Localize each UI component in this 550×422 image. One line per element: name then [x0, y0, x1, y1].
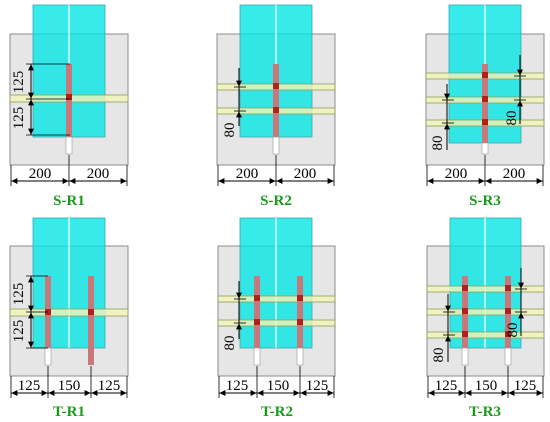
strain-gauge	[254, 319, 260, 325]
rebar	[254, 276, 260, 348]
rebar	[88, 276, 94, 365]
rebar-tail	[65, 136, 73, 155]
strain-gauge	[505, 285, 511, 291]
bottom-dim-label: 200	[87, 166, 110, 182]
rebar	[273, 64, 279, 137]
bottom-dim-label: 200	[445, 166, 468, 182]
specimen-caption: T-R1	[53, 404, 85, 420]
rebar-tail	[504, 347, 512, 366]
rebar-tail	[253, 347, 261, 366]
specimen-caption: S-R2	[260, 193, 292, 209]
strain-gauge	[462, 285, 468, 291]
strain-gauge	[88, 309, 94, 315]
strain-gauge	[297, 295, 303, 301]
bottom-dim-label: 125	[226, 378, 249, 394]
rebar	[66, 64, 72, 137]
anchor-strip	[426, 285, 545, 293]
specimen-caption: S-R3	[469, 193, 501, 209]
bottom-dim-label: 125	[514, 378, 537, 394]
side-dim-label: 80	[431, 348, 447, 363]
bottom-dim-label: 125	[435, 378, 458, 394]
side-dim-label: 125	[11, 71, 27, 94]
anchor-strip	[426, 331, 545, 339]
rebar-tail	[272, 136, 280, 155]
bottom-dim-label: 200	[503, 166, 526, 182]
side-dim-label: 80	[504, 111, 520, 126]
specimen-caption: T-R2	[261, 404, 293, 420]
side-dim-label: 80	[222, 123, 238, 138]
side-dim-label: 80	[430, 136, 446, 151]
strain-gauge	[297, 319, 303, 325]
strain-gauge	[505, 308, 511, 314]
bottom-dim-label: 125	[98, 378, 121, 394]
bottom-dim-label: 125	[306, 378, 329, 394]
bottom-dim-label: 150	[58, 378, 81, 394]
strain-gauge	[482, 96, 488, 102]
specimen-t-r3: 80 80 125 150 125 T-R3	[426, 217, 545, 420]
strain-gauge	[66, 94, 72, 100]
strain-gauge	[273, 107, 279, 113]
side-dim-label: 80	[505, 323, 521, 338]
rebar-tail	[481, 142, 489, 155]
specimen-caption: S-R1	[53, 193, 85, 209]
strain-gauge	[482, 119, 488, 125]
rebar-tail	[296, 347, 304, 366]
strain-gauge	[273, 83, 279, 89]
anchor-strip	[9, 308, 129, 317]
strain-gauge	[482, 72, 488, 78]
bottom-dim-label: 200	[294, 166, 317, 182]
bottom-dim-label: 150	[475, 378, 498, 394]
strain-gauge	[462, 308, 468, 314]
rebar-tail	[44, 347, 52, 366]
side-dim-label: 125	[11, 320, 27, 343]
bottom-dim-label: 125	[18, 378, 41, 394]
side-dim-label: 80	[222, 336, 238, 351]
side-dim-label: 125	[11, 107, 27, 130]
specimen-caption: T-R3	[469, 404, 501, 420]
strain-gauge	[462, 331, 468, 337]
strain-gauge	[254, 295, 260, 301]
specimen-s-r2: 80 200 200 S-R2	[216, 4, 336, 209]
rebar-tail	[461, 347, 469, 366]
specimen-t-r1: 125 125 125 150 125 T-R1	[9, 217, 129, 420]
side-dim-label: 125	[11, 283, 27, 306]
specimen-s-r3: 80 80 200 200 S-R3	[425, 4, 545, 209]
bottom-dim-label: 150	[267, 378, 290, 394]
anchor-strip	[217, 319, 336, 327]
anchor-strip	[217, 295, 336, 303]
anchor-strip	[426, 308, 545, 316]
specimen-s-r1: 125 125 200 200 S-R1	[9, 4, 129, 209]
bottom-dim-label: 200	[236, 166, 259, 182]
specimen-t-r2: 80 125 150 125 T-R2	[217, 217, 336, 420]
strain-gauge	[505, 331, 511, 337]
bottom-dim-label: 200	[29, 166, 52, 182]
rebar	[482, 64, 488, 143]
rebar	[297, 276, 303, 348]
